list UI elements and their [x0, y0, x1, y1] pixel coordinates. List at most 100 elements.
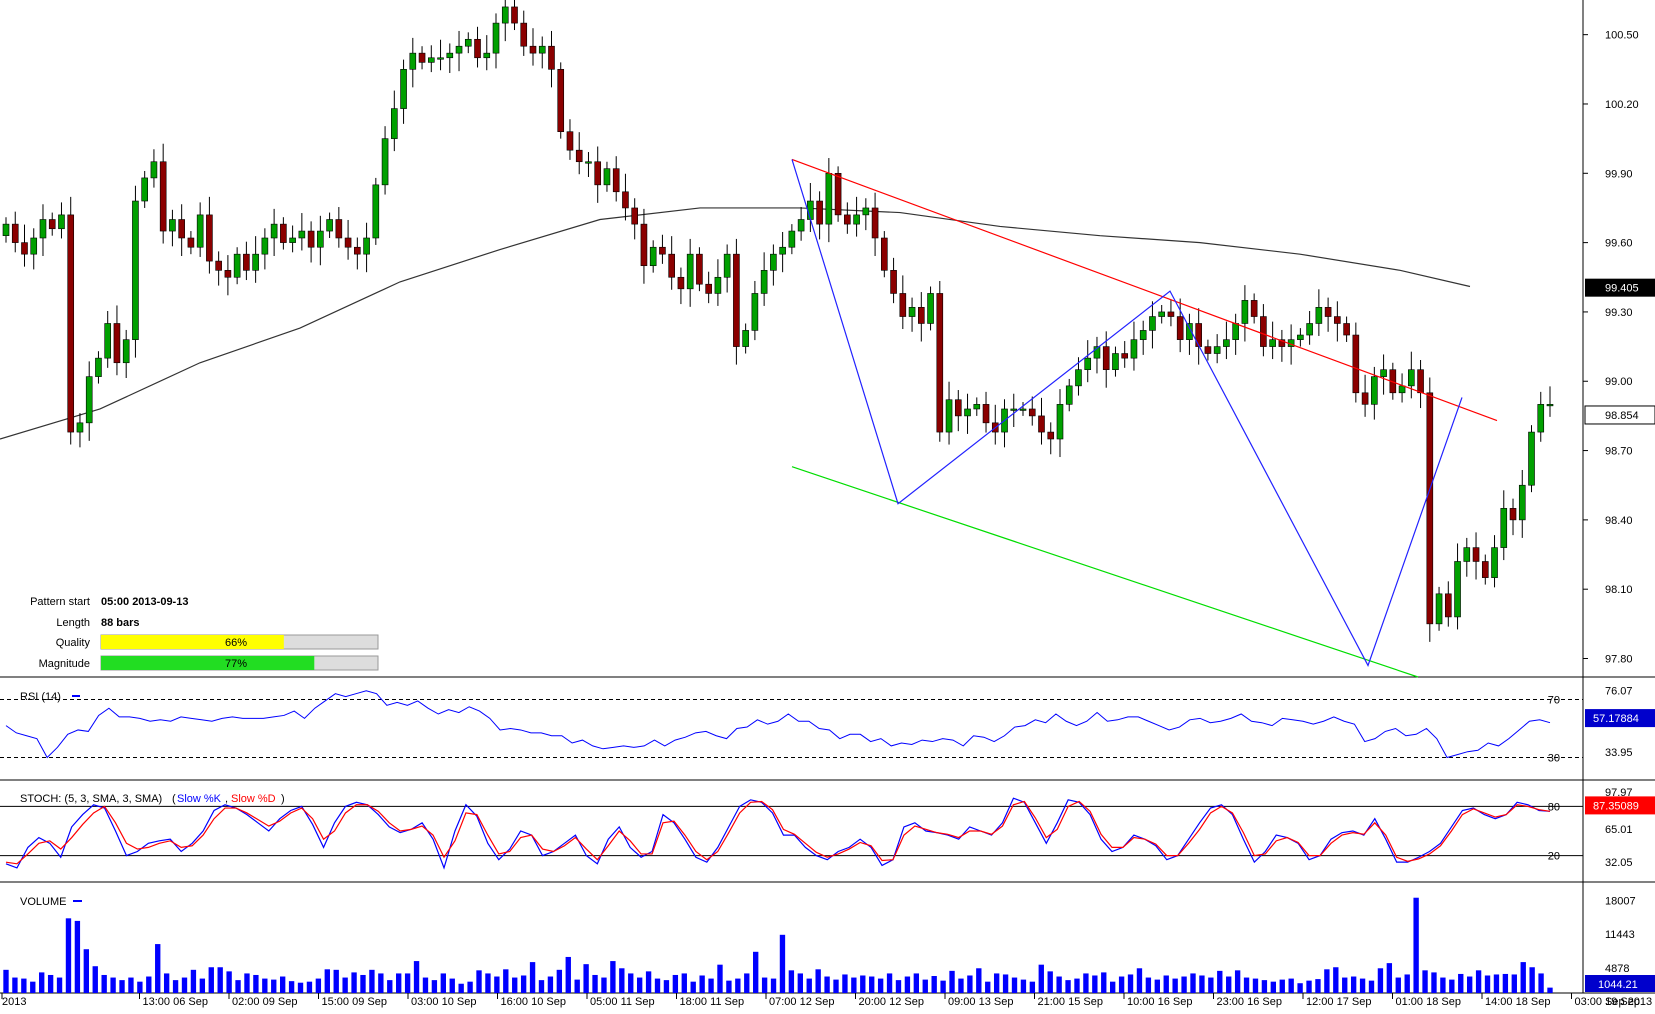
- candle-body: [1047, 431, 1055, 440]
- x-tick-label: 09:00 13 Sep: [948, 996, 1013, 1008]
- candle-body: [603, 168, 611, 186]
- volume-bar: [583, 964, 589, 993]
- price-tick-label: 97.80: [1605, 654, 1633, 666]
- candle-body: [1278, 339, 1286, 347]
- volume-bar: [1350, 976, 1357, 993]
- volume-bar: [1092, 975, 1098, 993]
- rsi-header: RSI (14): [20, 691, 80, 703]
- rsi-level-label: 30: [1548, 753, 1560, 765]
- candle-body: [1297, 334, 1304, 340]
- volume-bar: [1431, 972, 1437, 993]
- candle-body: [1546, 404, 1554, 407]
- volume-bar: [619, 968, 625, 993]
- volume-bar: [788, 970, 795, 993]
- stoch-panel: 80 20 97.97 65.01 32.05 87.35089: [0, 787, 1655, 870]
- volume-bar: [1297, 983, 1303, 993]
- candle-body: [1112, 353, 1119, 370]
- volume-bar: [1020, 979, 1027, 993]
- candle-body: [890, 270, 897, 294]
- rsi-line: [5, 690, 1551, 759]
- candle-body: [714, 276, 722, 294]
- volume-bar: [422, 977, 429, 993]
- candle-body: [455, 45, 463, 54]
- candle-body: [1158, 311, 1165, 317]
- candle-body: [779, 246, 786, 255]
- volume-bar: [351, 972, 357, 993]
- y-axis-labels: 100.50 100.20 99.90 99.60 99.30 99.00 98.70 98.…: [1583, 30, 1655, 666]
- candle-body: [307, 230, 315, 248]
- volume-bar: [520, 975, 527, 993]
- volume-bar: [547, 976, 554, 993]
- price-panel: [0, 0, 1554, 678]
- volume-bar: [1172, 978, 1178, 993]
- candle-body: [733, 253, 740, 347]
- volume-bar: [565, 956, 571, 993]
- candle-body: [446, 52, 454, 59]
- candle-body: [150, 161, 158, 179]
- candle-body: [464, 38, 472, 47]
- x-axis-labels: 2013 13:00 06 Sep 02:00 09 Sep 15:00 09 Sep…: [1, 993, 1652, 1008]
- candle-body: [1435, 593, 1443, 625]
- volume-bar: [967, 975, 973, 993]
- candle-body: [705, 283, 712, 294]
- x-tick-label: 13:00 06 Sep: [143, 996, 208, 1008]
- candle-body: [67, 214, 75, 433]
- candle-body: [159, 161, 167, 232]
- x-axis-right-label: Sep 2013: [1605, 996, 1652, 1008]
- volume-bar: [110, 977, 116, 993]
- volume-bar: [1288, 978, 1294, 993]
- candle-body: [1028, 408, 1036, 417]
- volume-bar: [12, 977, 18, 993]
- candle-body: [169, 219, 176, 232]
- volume-bar: [101, 974, 107, 993]
- candle-body: [751, 293, 759, 331]
- volume-bar: [262, 978, 268, 993]
- stoch-d-legend: Slow %D: [231, 793, 276, 805]
- volume-bar: [1118, 976, 1125, 993]
- candle-body: [48, 219, 56, 230]
- candle-body: [1426, 392, 1434, 625]
- volume-bar: [181, 977, 188, 993]
- volume-bar: [288, 981, 295, 993]
- volume-label: VOLUME: [20, 896, 66, 908]
- volume-bar: [1324, 969, 1330, 993]
- stoch-current-box: [1585, 796, 1655, 815]
- candle-body: [76, 422, 84, 433]
- volume-bar: [1110, 981, 1116, 993]
- volume-bar: [146, 976, 152, 993]
- x-tick-label: 21:00 15 Sep: [1038, 996, 1103, 1008]
- quality-bar-fill: [101, 635, 284, 649]
- stoch-current-label: 87.35089: [1593, 800, 1639, 812]
- stoch-k-legend: Slow %K: [177, 793, 222, 805]
- price-tick-label: 99.60: [1605, 238, 1633, 250]
- rsi-label: RSI (14): [20, 691, 61, 703]
- volume-bar: [851, 977, 857, 993]
- volume-bar: [21, 978, 27, 993]
- volume-bar: [1386, 963, 1393, 993]
- pattern-start-value: 05:00 2013-09-13: [101, 596, 188, 608]
- candle-body: [622, 191, 629, 209]
- volume-bar: [217, 967, 223, 993]
- candle-body: [1454, 561, 1461, 618]
- candle-body: [104, 323, 112, 359]
- volume-bar: [761, 977, 768, 993]
- candle-body: [1398, 385, 1406, 394]
- candle-body: [141, 177, 148, 202]
- volume-header: VOLUME: [20, 896, 82, 908]
- price-tick-label: 98.10: [1605, 584, 1633, 596]
- volume-bar: [824, 976, 830, 993]
- volume-bar: [860, 975, 866, 993]
- volume-bar: [1440, 977, 1446, 993]
- volume-bar: [904, 976, 911, 993]
- volume-bar: [1547, 987, 1553, 993]
- volume-bar: [306, 981, 313, 993]
- magnitude-bar-fill: [101, 656, 315, 670]
- volume-bar: [842, 974, 848, 993]
- volume-bar: [1038, 964, 1044, 993]
- candle-body: [326, 219, 333, 232]
- candle-body: [335, 219, 343, 239]
- candle-body: [1213, 346, 1221, 354]
- volume-bar: [538, 980, 545, 993]
- candle-body: [797, 219, 805, 232]
